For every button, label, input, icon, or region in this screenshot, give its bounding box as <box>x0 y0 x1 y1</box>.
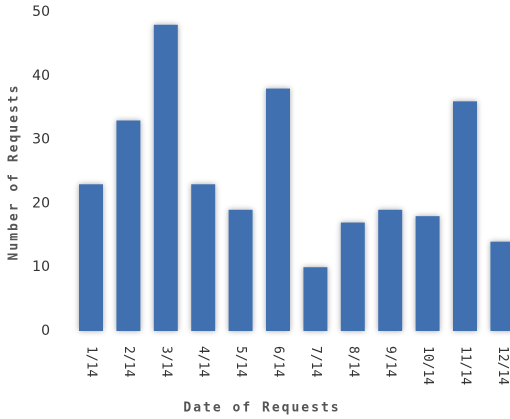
x-axis-title: Date of Requests <box>183 401 340 416</box>
y-tick-label: 30 <box>32 132 50 148</box>
bar <box>303 267 328 331</box>
x-tick-label: 8/14 <box>345 346 360 377</box>
y-tick-label: 50 <box>32 4 50 20</box>
x-tick-label: 12/14 <box>495 346 510 385</box>
x-tick-label: 9/14 <box>383 346 398 377</box>
bar <box>378 209 403 331</box>
y-tick-label: 0 <box>41 323 50 339</box>
x-tick-label: 10/14 <box>420 346 435 385</box>
x-tick-label: 1/14 <box>84 346 99 377</box>
bar <box>116 120 141 332</box>
bar <box>79 184 103 331</box>
bar <box>415 216 440 331</box>
bar <box>228 209 253 331</box>
x-tick-label: 11/14 <box>458 346 473 385</box>
y-tick-label: 20 <box>32 195 50 211</box>
x-tick-label: 4/14 <box>196 346 211 377</box>
y-tick-label: 40 <box>32 68 50 84</box>
bar <box>453 101 477 331</box>
x-tick-label: 3/14 <box>158 346 173 377</box>
x-tick-label: 5/14 <box>233 346 248 377</box>
y-tick-label: 10 <box>32 259 50 275</box>
x-tick-label: 7/14 <box>308 346 323 377</box>
bar <box>191 184 216 331</box>
x-tick-label: 2/14 <box>121 346 136 377</box>
bar <box>490 241 510 331</box>
x-tick-label: 6/14 <box>271 346 286 377</box>
bar <box>266 88 290 331</box>
y-axis-title: Number of Requests <box>7 84 22 261</box>
bar <box>153 24 178 331</box>
bar <box>340 222 365 331</box>
